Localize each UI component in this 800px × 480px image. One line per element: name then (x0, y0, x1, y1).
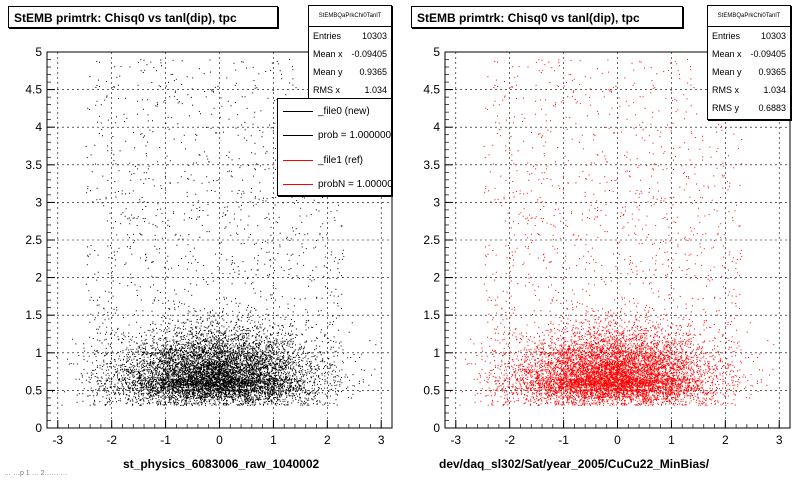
x-tick-label: 2 (722, 433, 729, 447)
legend-line-icon (283, 135, 313, 137)
stats-label: Entries (313, 31, 342, 41)
y-tick-label: 3 (35, 195, 42, 209)
legend-entry: _file0 (new) (278, 99, 391, 124)
legend-line-icon (283, 184, 313, 186)
stats-row-mean-x: Mean x -0.09405 (309, 45, 391, 63)
stats-row-mean-y: Mean y 0.9365 (708, 63, 790, 81)
y-tick-label: 1.5 (25, 308, 42, 322)
stats-label: Mean x (313, 49, 343, 59)
stats-label: Entries (712, 31, 741, 41)
y-tick-label: 3.5 (25, 158, 42, 172)
x-tick-label: 0 (216, 433, 223, 447)
y-tick-label: 1 (35, 346, 42, 360)
x-tick-label: -3 (450, 433, 461, 447)
legend-label: prob = 1.000000 (318, 130, 392, 142)
legend-label: probN = 1.000000 (318, 179, 392, 191)
legend-box: _file0 (new) prob = 1.000000 _file1 (ref… (277, 98, 392, 196)
y-tick-label: 4 (35, 120, 42, 134)
legend-entry: _file1 (ref) (278, 148, 391, 173)
stats-value: 1.034 (763, 85, 786, 95)
stats-value: -0.09405 (750, 49, 786, 59)
stats-value: 1.034 (364, 85, 387, 95)
y-tick-label: 5 (35, 45, 42, 59)
y-tick-label: 0 (35, 421, 42, 435)
x-tick-label: 3 (776, 433, 783, 447)
x-tick-label: 0 (614, 433, 621, 447)
legend-label: _file0 (new) (318, 105, 370, 117)
stats-label: RMS x (313, 85, 340, 95)
x-tick-label: 1 (270, 433, 277, 447)
left-stats-box: StEMBQaPrkChi0TanlT Entries 10303 Mean x… (308, 5, 392, 103)
x-tick-label: -1 (558, 433, 569, 447)
stats-label: Mean x (712, 49, 742, 59)
scatter-points (52, 59, 377, 406)
stats-row-entries: Entries 10303 (708, 27, 790, 45)
y-tick-label: 2 (433, 271, 440, 285)
stats-value: 0.6883 (758, 103, 786, 113)
y-tick-label: 4.5 (25, 83, 42, 97)
y-tick-label: 2.5 (25, 233, 42, 247)
footer-timestamp: … …p 1 … 2…… … (4, 470, 68, 477)
stats-value: 10303 (760, 31, 786, 41)
x-tick-label: -3 (52, 433, 63, 447)
scatter-points (450, 59, 775, 406)
y-tick-label: 1 (433, 346, 440, 360)
x-tick-label: 1 (668, 433, 675, 447)
y-tick-label: 4 (433, 120, 440, 134)
left-x-axis-title: st_physics_6083006_raw_1040002 (123, 457, 320, 471)
legend-entry: probN = 1.000000 (278, 173, 392, 196)
y-tick-label: 2 (35, 271, 42, 285)
x-tick-label: 2 (324, 433, 331, 447)
left-scatter-panel: -3 -2 -1 0 1 2 3 0 0.5 1 1.5 2 2.5 3 3.5 4 4.5 5 (25, 45, 393, 447)
stats-row-rms-y: RMS y 0.6883 (708, 99, 790, 117)
right-x-axis-title: dev/daq_sl302/Sat/year_2005/CuCu22_MinBi… (439, 457, 710, 471)
x-tick-label: -2 (106, 433, 117, 447)
y-tick-label: 2.5 (423, 233, 440, 247)
stats-histogram-name: StEMBQaPrkChi0TanlT (309, 6, 391, 27)
stats-histogram-name: StEMBQaPrkChi0TanlT (708, 6, 790, 27)
legend-label: _file1 (ref) (318, 154, 364, 166)
stats-row-mean-y: Mean y 0.9365 (309, 63, 391, 81)
stats-label: Mean y (712, 67, 742, 77)
legend-line-icon (283, 110, 313, 112)
stats-label: RMS y (712, 103, 739, 113)
stats-row-mean-x: Mean x -0.09405 (708, 45, 790, 63)
x-tick-label: -1 (160, 433, 171, 447)
stats-row-rms-x: RMS x 1.034 (309, 81, 391, 99)
y-tick-label: 0.5 (25, 383, 42, 397)
stats-row-rms-x: RMS x 1.034 (708, 81, 790, 99)
x-tick-label: -2 (504, 433, 515, 447)
y-tick-label: 5 (433, 45, 440, 59)
y-tick-label: 0.5 (423, 383, 440, 397)
stats-value: -0.09405 (351, 49, 387, 59)
stats-row-entries: Entries 10303 (309, 27, 391, 45)
left-plot-title: StEMB primtrk: Chisq0 vs tanl(dip), tpc (8, 6, 278, 28)
right-stats-box: StEMBQaPrkChi0TanlT Entries 10303 Mean x… (707, 5, 791, 120)
y-tick-label: 0 (433, 421, 440, 435)
y-tick-label: 4.5 (423, 83, 440, 97)
stats-label: RMS x (712, 85, 739, 95)
x-tick-label: 3 (378, 433, 385, 447)
stats-value: 0.9365 (359, 67, 387, 77)
stats-label: Mean y (313, 67, 343, 77)
right-scatter-panel: -3 -2 -1 0 1 2 3 0 0.5 1 1.5 2 2.5 3 3.5 4 4.5 5 (423, 45, 791, 447)
y-tick-label: 3 (433, 195, 440, 209)
y-tick-label: 3.5 (423, 158, 440, 172)
legend-entry: prob = 1.000000 (278, 124, 391, 149)
y-tick-label: 1.5 (423, 308, 440, 322)
stats-value: 10303 (361, 31, 387, 41)
right-plot-title: StEMB primtrk: Chisq0 vs tanl(dip), tpc (411, 6, 683, 28)
stats-value: 0.9365 (758, 67, 786, 77)
legend-line-icon (283, 159, 313, 161)
